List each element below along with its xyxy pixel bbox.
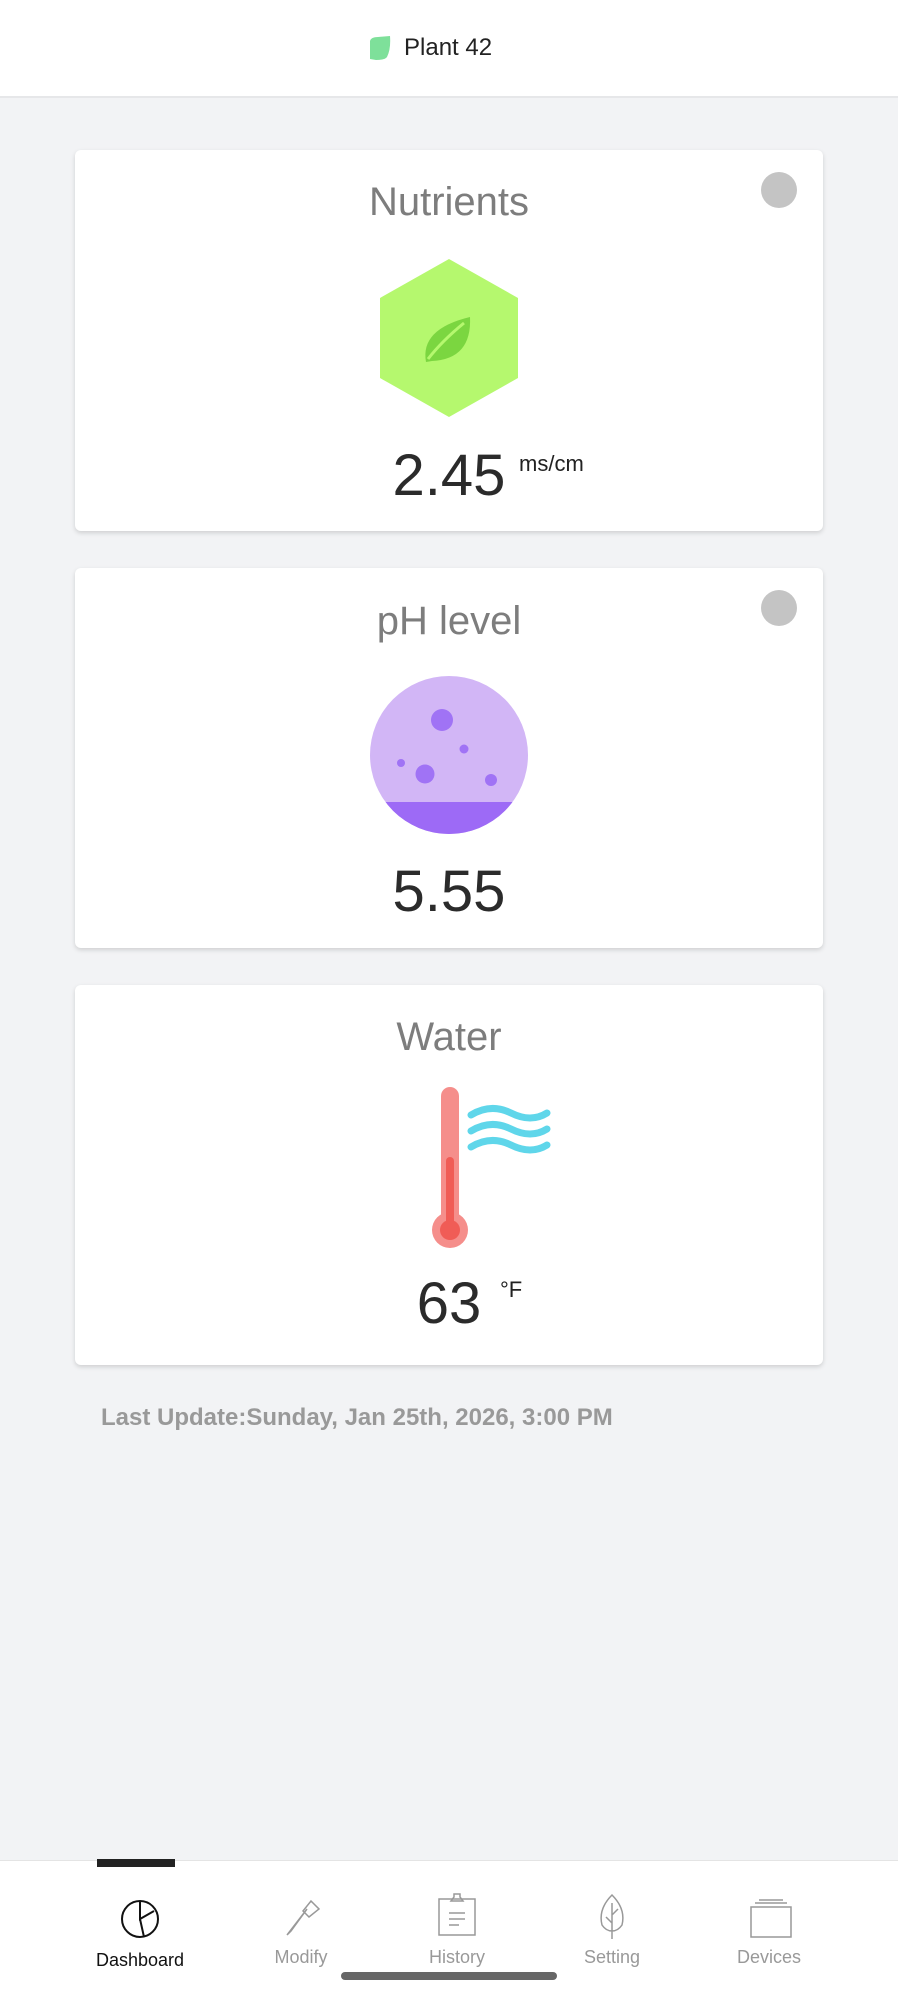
leaf-outline-icon	[600, 1893, 624, 1939]
nav-label: Modify	[274, 1947, 328, 1967]
active-tab-indicator	[97, 1859, 175, 1867]
leaf-icon	[370, 36, 391, 60]
status-dot	[761, 590, 797, 626]
card-title: Nutrients	[368, 180, 530, 224]
home-indicator[interactable]	[341, 1972, 557, 1980]
nav-label: Devices	[736, 1947, 802, 1967]
status-dot	[761, 172, 797, 208]
thermometer-water-icon	[432, 1087, 551, 1248]
stack-icon	[750, 1899, 792, 1938]
plant-name: Plant 42	[404, 34, 493, 61]
plant-title: Plant 42	[366, 34, 492, 62]
nutrients-unit: ms/cm	[519, 451, 584, 476]
pipette-icon	[286, 1899, 321, 1936]
nav-setting[interactable]: Setting	[552, 1861, 672, 1981]
nutrient-hexagon-leaf-icon	[380, 259, 518, 417]
nav-label: Setting	[583, 1947, 641, 1967]
nav-modify[interactable]: Modify	[241, 1861, 361, 1981]
app-header: Plant 42	[0, 0, 898, 98]
nav-label: Dashboard	[95, 1950, 185, 1970]
nav-history[interactable]: History	[397, 1861, 517, 1981]
nutrients-value: 2.45	[392, 443, 506, 508]
nav-label: History	[428, 1947, 485, 1967]
water-temperature-value: 63	[416, 1271, 482, 1336]
ph-value: 5.55	[392, 859, 506, 924]
nav-devices[interactable]: Devices	[709, 1861, 829, 1981]
ph-flask-icon	[370, 676, 528, 834]
card-title: Water	[396, 1015, 502, 1059]
ph-card[interactable]: pH level 5.55	[75, 568, 823, 948]
nutrients-card[interactable]: Nutrients 2.45 ms/cm	[75, 150, 823, 531]
card-title: pH level	[376, 599, 522, 643]
nav-dashboard[interactable]: Dashboard	[80, 1861, 200, 1981]
last-update-text: Last Update:Sunday, Jan 25th, 2026, 3:00…	[101, 1404, 613, 1431]
water-card[interactable]: Water 63 °F	[75, 985, 823, 1365]
clipboard-icon	[438, 1893, 476, 1936]
pie-chart-icon	[121, 1900, 159, 1938]
water-temperature-unit: °F	[500, 1277, 523, 1302]
